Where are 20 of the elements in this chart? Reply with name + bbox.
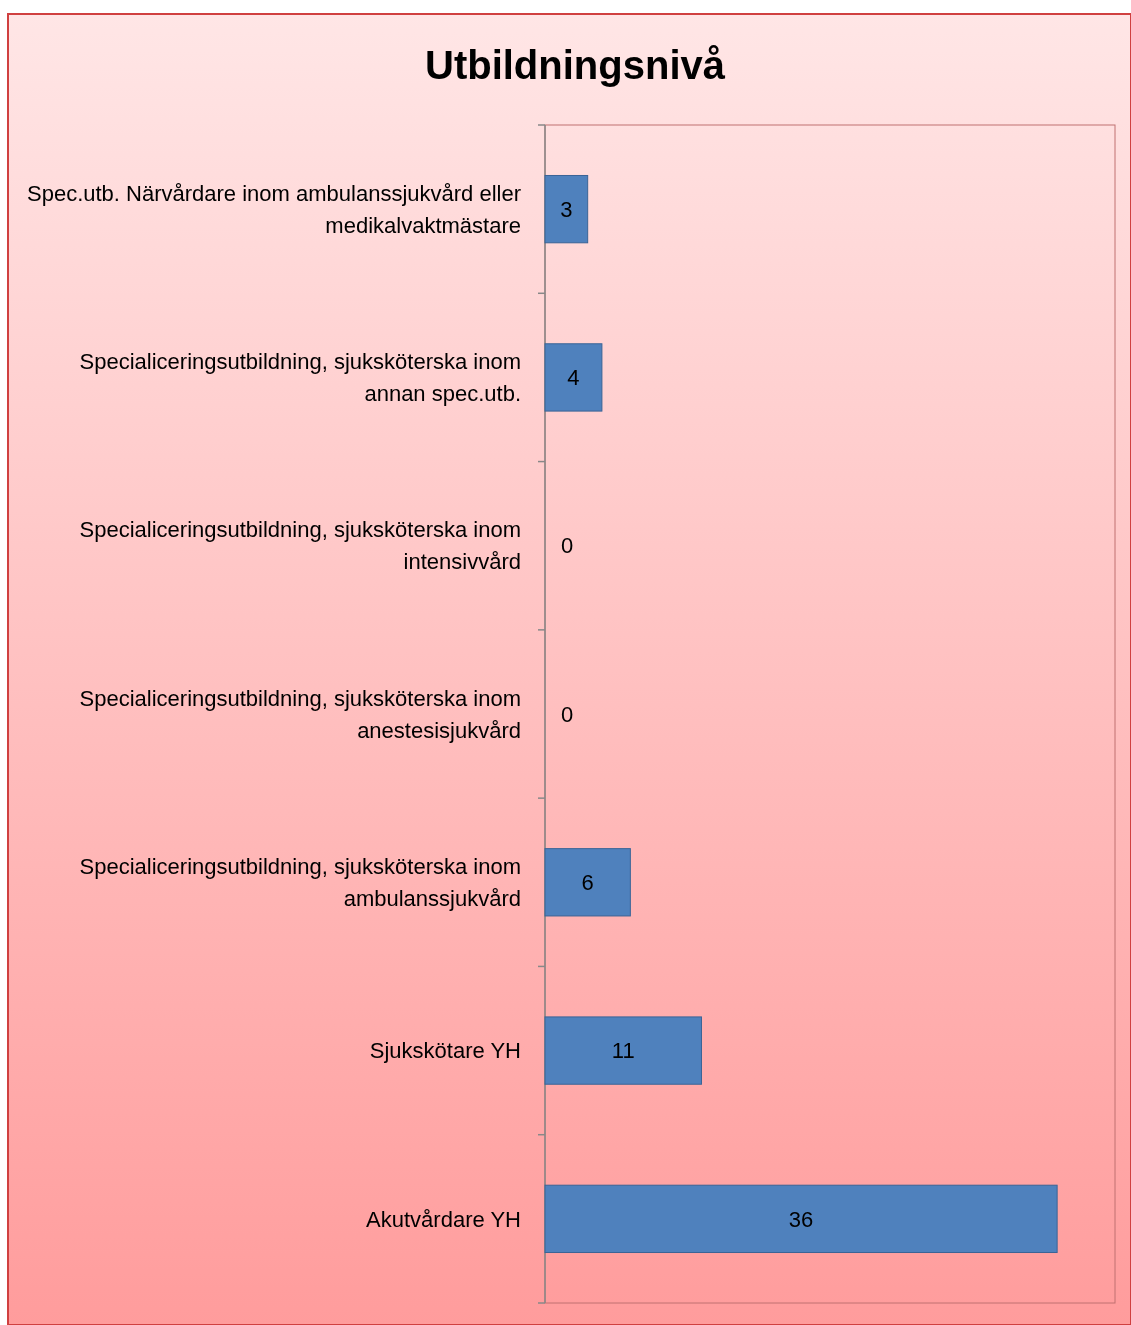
bar [544,343,603,412]
bar [544,174,589,244]
data-label: 3 [560,196,573,222]
data-label: 11 [611,1038,635,1064]
data-label: 0 [560,533,574,559]
data-label: 36 [788,1206,814,1232]
y-tick-label: Akutvårdare YH [366,1206,521,1232]
y-tick-label: Sjukskötare YH [369,1038,521,1064]
y-tick-label: Specialiceringsutbildning, sjuksköterska inom annan spec.utb. [79,349,521,407]
bar [544,1184,1058,1254]
bar [544,1016,702,1085]
y-tick-label: Spec.utb. Närvårdare inom ambulanssjukvård eller medikalvaktmästare [26,180,521,238]
y-tick-label: Specialiceringsutbildning, sjuksköterska inom anestesisjukvård [79,685,521,743]
bar [544,848,631,917]
chart-title: Utbildningsnivå [425,43,726,87]
y-tick-label: Specialiceringsutbildning, sjuksköterska inom intensivvård [79,517,521,575]
data-label: 4 [567,365,580,391]
data-label: 0 [560,701,574,727]
y-tick-label: Specialiceringsutbildning, sjuksköterska inom ambulanssjukvård [79,853,521,911]
data-label: 6 [581,869,594,895]
